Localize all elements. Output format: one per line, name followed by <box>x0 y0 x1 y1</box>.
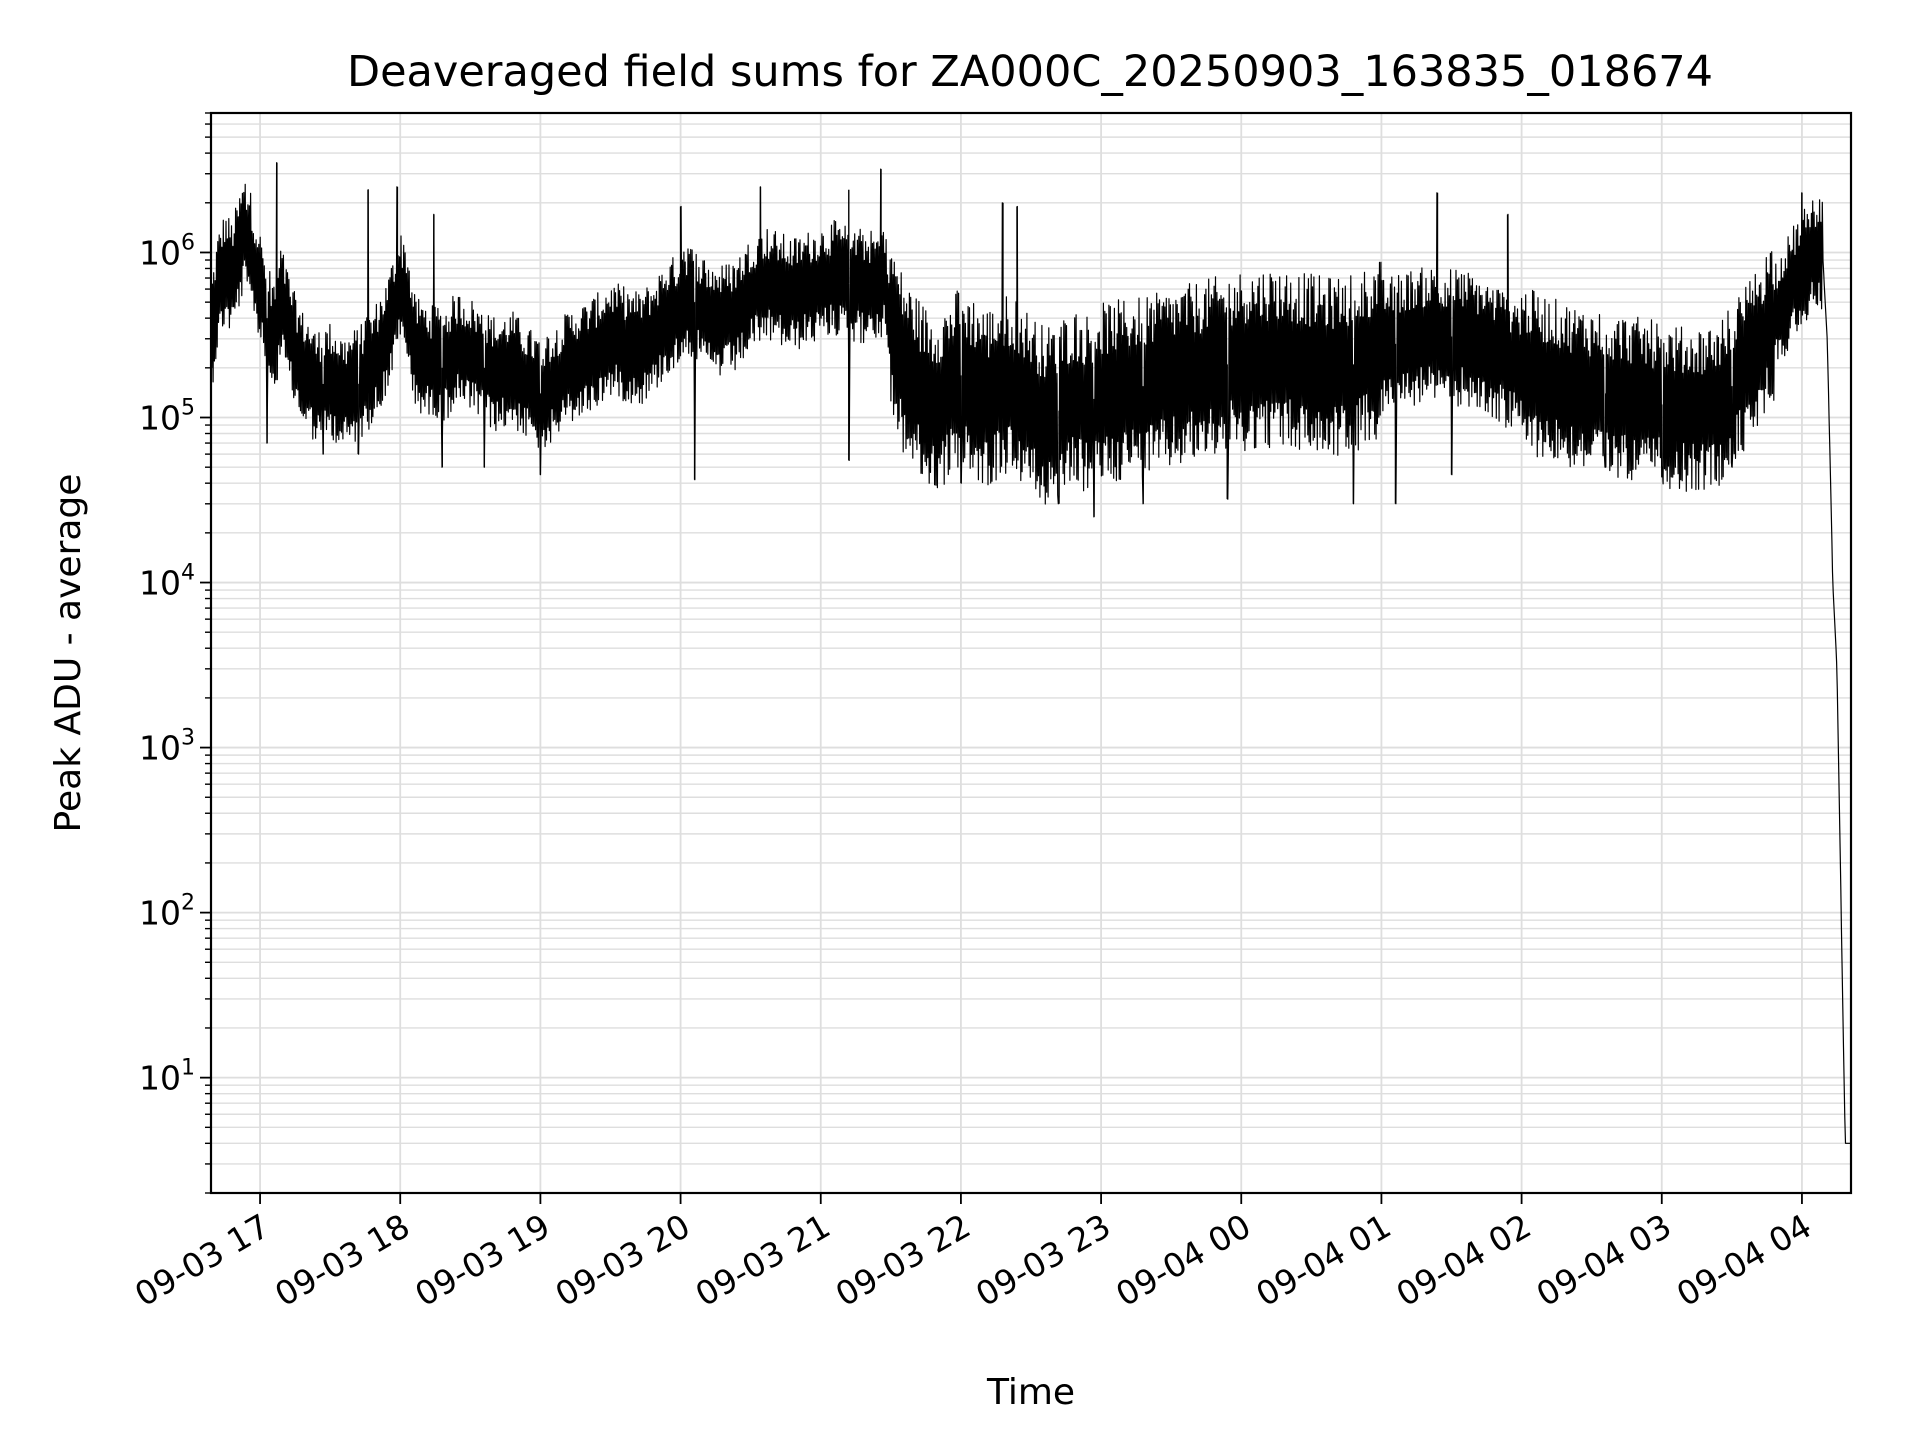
grid-lines <box>211 112 1851 1194</box>
y-tick-label: 101 <box>139 1056 195 1098</box>
y-tick-label: 104 <box>139 561 195 603</box>
x-tick-label: 09-04 00 <box>1109 1206 1257 1314</box>
x-tick-label: 09-04 01 <box>1249 1206 1397 1314</box>
plot-frame <box>209 111 1853 1195</box>
x-tick-label: 09-04 03 <box>1530 1206 1678 1314</box>
x-tick-label: 09-03 20 <box>549 1206 697 1314</box>
series-group <box>210 162 1851 1144</box>
x-tick-label: 09-04 02 <box>1390 1206 1538 1314</box>
y-axis-label: Peak ADU - average <box>48 474 89 833</box>
x-tick-label: 09-04 04 <box>1670 1206 1818 1314</box>
x-tick-label: 09-03 21 <box>689 1206 837 1314</box>
x-tick-label: 09-03 23 <box>969 1206 1117 1314</box>
y-tick-label: 105 <box>139 396 195 438</box>
y-tick-label: 103 <box>139 726 195 768</box>
x-axis-label: Time <box>986 1372 1075 1413</box>
x-tick-label: 09-03 17 <box>128 1206 276 1314</box>
data-series-line <box>210 162 1851 1144</box>
x-tick-label: 09-03 18 <box>268 1206 416 1314</box>
x-tick-label: 09-03 19 <box>408 1206 556 1314</box>
y-tick-label: 102 <box>139 891 195 933</box>
x-tick-label: 09-03 22 <box>829 1206 977 1314</box>
y-tick-label: 106 <box>139 230 195 272</box>
chart-title: Deaveraged field sums for ZA000C_2025090… <box>347 47 1713 97</box>
